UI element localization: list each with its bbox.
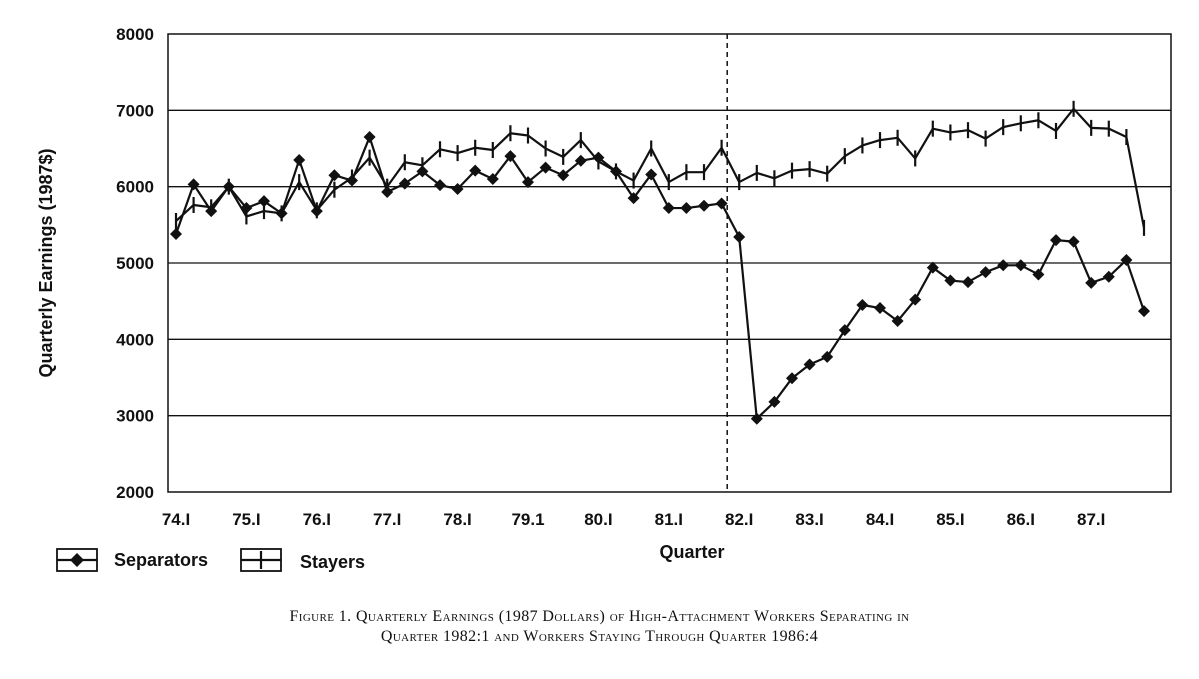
x-tick-74.I: 74.I	[162, 510, 190, 529]
point-separators-15	[434, 179, 446, 192]
point-separators-36	[803, 358, 816, 371]
x-tick-79.1: 79.1	[511, 510, 544, 529]
x-tick-76.I: 76.I	[303, 510, 331, 529]
point-separators-27	[645, 168, 658, 181]
x-tick-labels: 74.I 75.I 76.I 77.I 78.I 79.1 80.I 81.I 82.I 83.I…	[162, 510, 1106, 529]
point-separators-39	[856, 298, 869, 311]
point-separators-32	[733, 231, 746, 244]
point-separators-29	[680, 202, 693, 215]
legend-box-stayers	[240, 548, 282, 572]
point-separators-28	[662, 202, 675, 215]
y-tick-5000: 5000	[116, 254, 154, 273]
x-tick-78.I: 78.I	[443, 510, 471, 529]
point-separators-40	[874, 302, 886, 315]
x-axis-title: Quarter	[659, 542, 724, 562]
legend-label-stayers: Stayers	[300, 552, 365, 572]
y-tick-7000: 7000	[116, 101, 154, 120]
point-separators-48	[1014, 259, 1027, 272]
figure-caption-line-1: Figure 1. Quarterly Earnings (1987 Dolla…	[289, 608, 910, 625]
point-separators-42	[909, 293, 922, 306]
point-separators-7	[293, 153, 306, 166]
figure-caption-line-2: Quarter 1982:1 and Workers Staying Throu…	[380, 628, 819, 645]
x-tick-75.I: 75.I	[232, 510, 260, 529]
point-separators-53	[1102, 270, 1115, 283]
legend: Separators Stayers	[56, 548, 365, 572]
point-separators-31	[715, 197, 728, 210]
point-separators-37	[821, 350, 834, 363]
point-separators-4	[240, 202, 253, 215]
x-tick-77.I: 77.I	[373, 510, 401, 529]
x-tick-86.I: 86.I	[1007, 510, 1035, 529]
point-separators-9	[328, 169, 341, 182]
point-separators-41	[891, 315, 904, 328]
series-markers	[170, 100, 1150, 425]
point-separators-26	[627, 192, 640, 205]
point-separators-5	[258, 195, 270, 208]
legend-item-stayers: Stayers	[240, 548, 365, 572]
y-tick-8000: 8000	[116, 25, 154, 44]
point-separators-45	[962, 276, 974, 289]
point-separators-44	[944, 274, 957, 287]
point-separators-30	[698, 199, 710, 212]
point-separators-52	[1085, 276, 1098, 289]
series-line-stayers	[175, 107, 1146, 229]
point-separators-0	[170, 227, 182, 240]
y-tick-4000: 4000	[116, 330, 154, 349]
point-separators-16	[451, 182, 464, 195]
y-tick-labels: 2000 3000 4000 5000 6000 7000 8000	[116, 25, 154, 502]
legend-box-separators	[56, 548, 98, 572]
y-tick-6000: 6000	[116, 178, 154, 197]
point-separators-22	[557, 169, 570, 182]
point-separators-18	[486, 173, 499, 186]
point-separators-33	[750, 412, 763, 425]
point-separators-38	[838, 324, 851, 337]
point-separators-11	[363, 131, 376, 144]
series-line-separators	[174, 135, 1146, 420]
point-separators-51	[1067, 235, 1080, 248]
x-tick-84.I: 84.I	[866, 510, 894, 529]
point-separators-23	[574, 154, 587, 167]
point-separators-47	[997, 259, 1010, 272]
legend-label-separators: Separators	[114, 550, 208, 570]
point-separators-17	[469, 164, 482, 177]
legend-item-separators: Separators	[56, 548, 208, 572]
point-separators-1	[187, 178, 200, 191]
x-tick-82.I: 82.I	[725, 510, 753, 529]
earnings-chart: 2000 3000 4000 5000 6000 7000 8000 74.I 75.I 76.…	[36, 25, 1172, 572]
point-separators-35	[786, 372, 798, 385]
point-separators-50	[1050, 234, 1062, 247]
plot-frame	[167, 33, 1172, 493]
x-tick-80.I: 80.I	[584, 510, 612, 529]
point-separators-49	[1032, 268, 1045, 281]
point-separators-54	[1120, 253, 1133, 266]
point-separators-34	[768, 395, 781, 408]
point-separators-21	[539, 161, 552, 174]
point-separators-20	[522, 176, 534, 189]
point-separators-43	[926, 261, 939, 274]
x-tick-81.I: 81.I	[655, 510, 683, 529]
point-separators-55	[1138, 305, 1150, 318]
point-separators-46	[979, 266, 992, 279]
y-tick-3000: 3000	[116, 407, 154, 426]
point-separators-13	[398, 177, 411, 190]
x-tick-83.I: 83.I	[795, 510, 823, 529]
x-tick-87.I: 87.I	[1077, 510, 1105, 529]
legend-marker-diamond	[70, 553, 84, 567]
y-tick-2000: 2000	[116, 483, 154, 502]
x-tick-85.I: 85.I	[936, 510, 964, 529]
point-separators-19	[504, 150, 517, 163]
y-axis-title: Quarterly Earnings (1987$)	[36, 148, 56, 377]
